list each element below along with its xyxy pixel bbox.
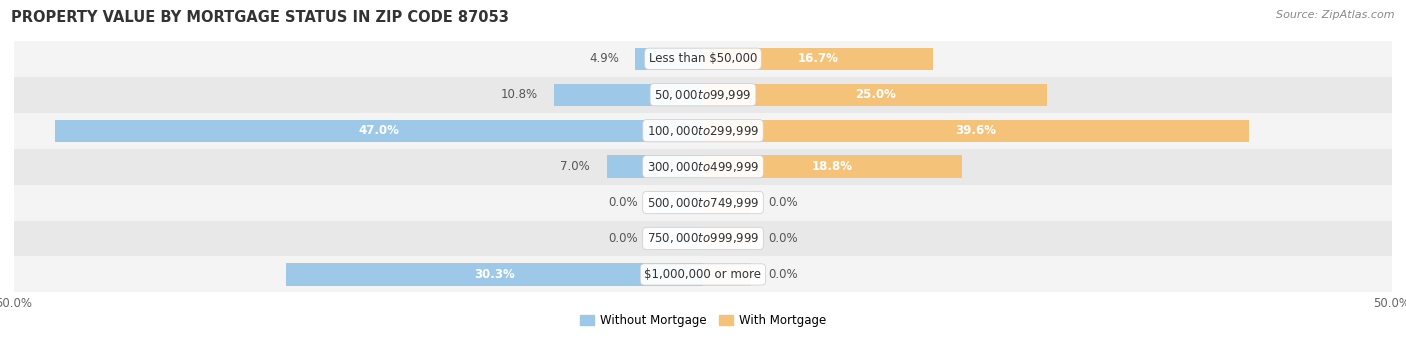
Text: 18.8%: 18.8% — [813, 160, 853, 173]
Text: $50,000 to $99,999: $50,000 to $99,999 — [654, 88, 752, 102]
Text: 25.0%: 25.0% — [855, 88, 896, 101]
Text: 0.0%: 0.0% — [609, 232, 638, 245]
Bar — [636, 48, 703, 70]
Bar — [14, 77, 1392, 113]
Legend: Without Mortgage, With Mortgage: Without Mortgage, With Mortgage — [575, 309, 831, 332]
Text: 47.0%: 47.0% — [359, 124, 399, 137]
Text: $750,000 to $999,999: $750,000 to $999,999 — [647, 232, 759, 245]
Bar — [606, 155, 703, 178]
Text: 10.8%: 10.8% — [501, 88, 537, 101]
Bar — [14, 185, 1392, 221]
Bar — [703, 263, 751, 286]
Text: $500,000 to $749,999: $500,000 to $749,999 — [647, 195, 759, 209]
Text: 0.0%: 0.0% — [768, 268, 797, 281]
Text: 0.0%: 0.0% — [768, 196, 797, 209]
Text: 39.6%: 39.6% — [955, 124, 997, 137]
Bar — [14, 113, 1392, 149]
Text: 30.3%: 30.3% — [474, 268, 515, 281]
Text: Less than $50,000: Less than $50,000 — [648, 52, 758, 65]
Bar — [703, 191, 751, 214]
Text: 16.7%: 16.7% — [797, 52, 838, 65]
Text: 0.0%: 0.0% — [609, 196, 638, 209]
Bar — [554, 84, 703, 106]
Text: $300,000 to $499,999: $300,000 to $499,999 — [647, 159, 759, 174]
Bar — [285, 263, 703, 286]
Bar — [14, 41, 1392, 77]
Bar — [55, 120, 703, 142]
Bar — [655, 227, 703, 250]
Text: 0.0%: 0.0% — [768, 232, 797, 245]
Bar — [703, 48, 934, 70]
Bar — [703, 227, 751, 250]
Text: $100,000 to $299,999: $100,000 to $299,999 — [647, 124, 759, 138]
Text: $1,000,000 or more: $1,000,000 or more — [644, 268, 762, 281]
Bar — [703, 84, 1047, 106]
Bar — [703, 155, 962, 178]
Bar — [703, 120, 1249, 142]
Bar — [14, 256, 1392, 292]
Text: Source: ZipAtlas.com: Source: ZipAtlas.com — [1277, 10, 1395, 20]
Text: 4.9%: 4.9% — [589, 52, 619, 65]
Bar — [14, 149, 1392, 185]
Bar — [14, 221, 1392, 256]
Bar — [655, 191, 703, 214]
Text: PROPERTY VALUE BY MORTGAGE STATUS IN ZIP CODE 87053: PROPERTY VALUE BY MORTGAGE STATUS IN ZIP… — [11, 10, 509, 25]
Text: 7.0%: 7.0% — [560, 160, 591, 173]
